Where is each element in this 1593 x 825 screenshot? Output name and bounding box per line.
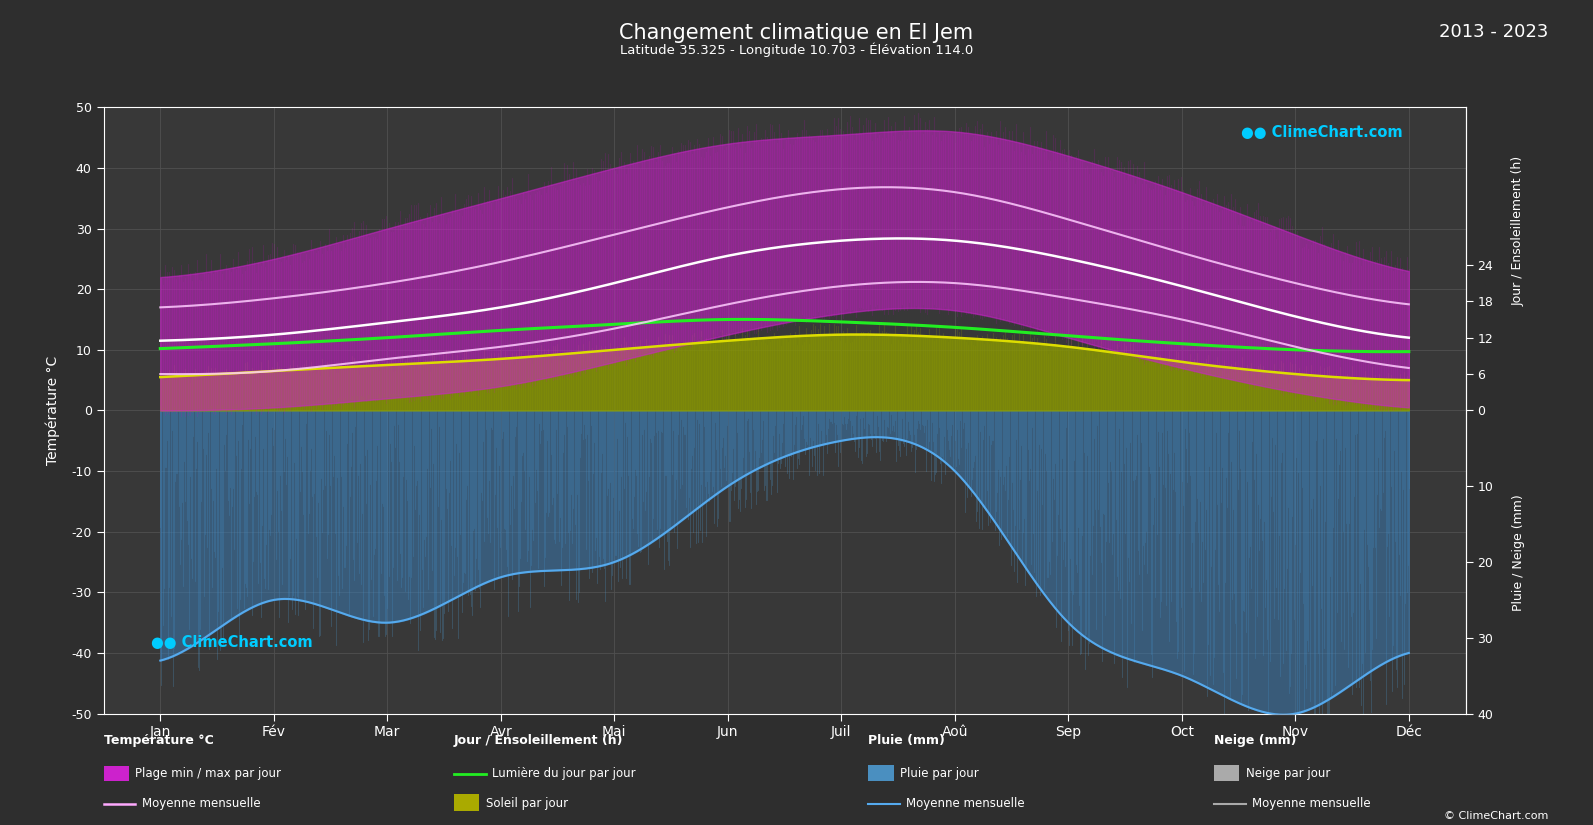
Text: © ClimeChart.com: © ClimeChart.com: [1443, 811, 1548, 821]
Text: Changement climatique en El Jem: Changement climatique en El Jem: [620, 23, 973, 43]
Text: Pluie par jour: Pluie par jour: [900, 767, 978, 780]
Text: Température °C: Température °C: [104, 734, 213, 747]
Y-axis label: Température °C: Température °C: [46, 356, 61, 465]
Text: Plage min / max par jour: Plage min / max par jour: [135, 767, 282, 780]
Text: Latitude 35.325 - Longitude 10.703 - Élévation 114.0: Latitude 35.325 - Longitude 10.703 - Élé…: [620, 43, 973, 58]
Text: Moyenne mensuelle: Moyenne mensuelle: [906, 797, 1024, 810]
Text: Lumière du jour par jour: Lumière du jour par jour: [492, 767, 636, 780]
Text: ●● ClimeChart.com: ●● ClimeChart.com: [151, 634, 312, 650]
Text: Moyenne mensuelle: Moyenne mensuelle: [142, 797, 260, 810]
Text: Neige par jour: Neige par jour: [1246, 767, 1330, 780]
Text: Moyenne mensuelle: Moyenne mensuelle: [1252, 797, 1370, 810]
Text: ●● ClimeChart.com: ●● ClimeChart.com: [1241, 125, 1402, 140]
Text: 2013 - 2023: 2013 - 2023: [1438, 23, 1548, 41]
Text: Soleil par jour: Soleil par jour: [486, 797, 569, 810]
Text: Pluie (mm): Pluie (mm): [868, 734, 945, 747]
Text: Jour / Ensoleillement (h): Jour / Ensoleillement (h): [1512, 156, 1525, 306]
Text: Jour / Ensoleillement (h): Jour / Ensoleillement (h): [454, 734, 623, 747]
Text: Pluie / Neige (mm): Pluie / Neige (mm): [1512, 494, 1525, 611]
Text: Neige (mm): Neige (mm): [1214, 734, 1297, 747]
